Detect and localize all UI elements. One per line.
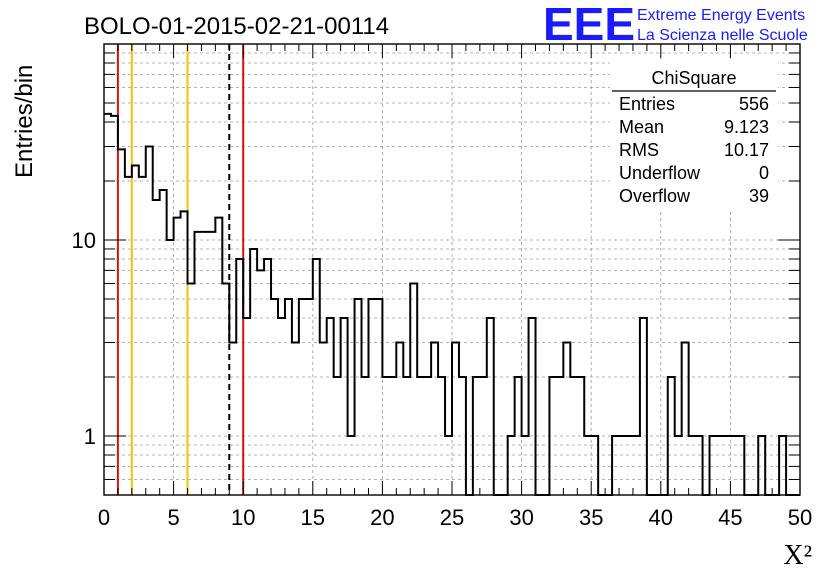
eee-logo: EEE Extreme Energy Events La Scienza nel… [543, 0, 808, 50]
stats-value-overflow: 39 [749, 186, 769, 206]
x-tick-label: 0 [98, 505, 110, 530]
x-axis-label: X² [783, 540, 812, 571]
x-tick-label: 35 [579, 505, 603, 530]
y-tick-label: 1 [84, 424, 96, 449]
stats-label-overflow: Overflow [619, 186, 691, 206]
logo-line-1: Extreme Energy Events [637, 7, 805, 24]
axes: 0 5 10 15 20 25 30 35 40 45 50 1 10 [72, 44, 812, 530]
stats-label-entries: Entries [619, 94, 675, 114]
x-tick-label: 50 [788, 505, 812, 530]
stats-label-underflow: Underflow [619, 163, 701, 183]
x-tick-label: 20 [370, 505, 394, 530]
x-tick-label: 40 [649, 505, 673, 530]
stats-box: ChiSquare Entries 556 Mean 9.123 RMS 10.… [610, 62, 778, 210]
histogram-outline [104, 112, 800, 496]
x-tick-label: 10 [231, 505, 255, 530]
y-axis-label: Entries/bin [11, 65, 38, 178]
stats-value-underflow: 0 [759, 163, 769, 183]
logo-line-2: La Scienza nelle Scuole [637, 27, 808, 44]
stats-value-mean: 9.123 [724, 117, 769, 137]
stats-label-mean: Mean [619, 117, 664, 137]
stats-value-entries: 556 [739, 94, 769, 114]
chart-title: BOLO-01-2015-02-21-00114 [84, 13, 389, 40]
x-tick-label: 5 [167, 505, 179, 530]
y-tick-label: 10 [72, 228, 96, 253]
x-tick-label: 15 [301, 505, 325, 530]
x-tick-label: 45 [718, 505, 742, 530]
stats-value-rms: 10.17 [724, 140, 769, 160]
vertical-markers [116, 44, 245, 495]
stats-box-background [610, 62, 778, 210]
stats-label-rms: RMS [619, 140, 659, 160]
x-tick-label: 30 [509, 505, 533, 530]
stats-title: ChiSquare [651, 68, 736, 88]
histogram [104, 112, 800, 496]
eee-logo-mark: EEE [543, 0, 635, 50]
x-tick-label: 25 [440, 505, 464, 530]
